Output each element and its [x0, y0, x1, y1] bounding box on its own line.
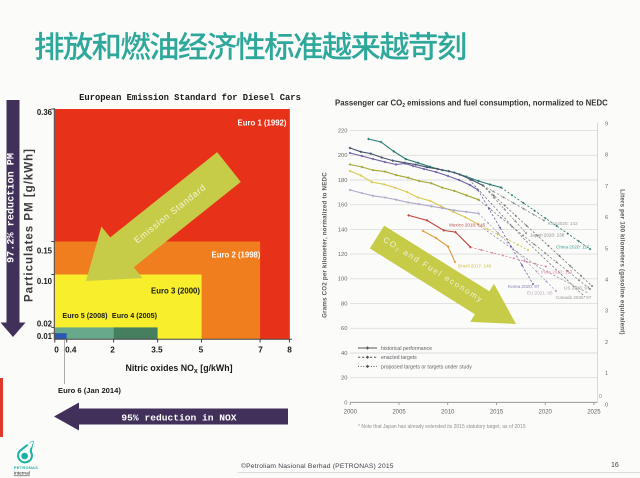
svg-text:180: 180 — [338, 178, 348, 184]
svg-text:Euro 5 (2008): Euro 5 (2008) — [62, 311, 108, 320]
svg-text:* Note that Japan has already: * Note that Japan has already extended i… — [358, 424, 526, 430]
svg-text:2: 2 — [605, 340, 608, 346]
svg-text:2: 2 — [110, 346, 115, 355]
svg-text:Euro 6 (Jan 2014): Euro 6 (Jan 2014) — [58, 386, 121, 395]
svg-text:Euro 2 (1998): Euro 2 (1998) — [212, 251, 261, 260]
svg-text:Euro 1 (1992): Euro 1 (1992) — [238, 119, 287, 128]
svg-text:Brazil 2017: 146: Brazil 2017: 146 — [458, 264, 492, 269]
svg-text:0.10: 0.10 — [37, 277, 53, 286]
svg-text:KSA2020: 142: KSA2020: 142 — [548, 221, 578, 226]
svg-text:India 2022: 113: India 2022: 113 — [541, 270, 573, 275]
svg-text:EU 2021: 95: EU 2021: 95 — [527, 290, 553, 295]
svg-text:US 2025: 97: US 2025: 97 — [564, 285, 590, 290]
svg-text:2010: 2010 — [441, 410, 455, 416]
svg-text:Korea 2020: 97: Korea 2020: 97 — [508, 284, 540, 289]
svg-text:4: 4 — [605, 278, 608, 284]
svg-text:0: 0 — [599, 394, 602, 400]
svg-text:20: 20 — [341, 376, 347, 382]
svg-text:6: 6 — [605, 215, 608, 221]
svg-text:Passenger car CO2 emissions an: Passenger car CO2 emissions and fuel con… — [335, 99, 608, 110]
svg-text:95% reduction in NOX: 95% reduction in NOX — [121, 412, 236, 423]
svg-text:120: 120 — [338, 252, 348, 258]
svg-text:Grams CO2 per kilometer, norma: Grams CO2 per kilometer, normalized to N… — [322, 172, 329, 318]
svg-text:140: 140 — [338, 227, 348, 233]
svg-text:60: 60 — [341, 326, 347, 332]
svg-text:8: 8 — [287, 346, 292, 355]
svg-text:2000: 2000 — [344, 410, 358, 416]
svg-text:0.15: 0.15 — [37, 246, 53, 255]
svg-text:8: 8 — [605, 153, 608, 159]
svg-text:PETRONAS: PETRONAS — [14, 465, 38, 470]
svg-text:China 2020: 117: China 2020: 117 — [556, 244, 590, 249]
svg-text:200: 200 — [338, 153, 348, 159]
svg-text:Nitric oxides NOx [g/kWh]: Nitric oxides NOx [g/kWh] — [125, 363, 232, 375]
svg-text:0: 0 — [54, 346, 59, 355]
svg-text:40: 40 — [341, 351, 347, 357]
svg-text:Euro 4 (2005): Euro 4 (2005) — [112, 311, 158, 320]
svg-text:3.5: 3.5 — [151, 346, 163, 355]
svg-text:0: 0 — [605, 402, 608, 408]
svg-text:2025: 2025 — [587, 410, 601, 416]
svg-text:2020: 2020 — [539, 410, 553, 416]
svg-text:1: 1 — [605, 371, 608, 377]
svg-text:Particulates PM [g/kWh]: Particulates PM [g/kWh] — [24, 148, 36, 302]
svg-text:9: 9 — [605, 122, 608, 128]
svg-text:European Emission Standard for: European Emission Standard for Diesel Ca… — [79, 93, 301, 103]
svg-text:0: 0 — [344, 400, 347, 406]
svg-text:Mexico 2016: 145: Mexico 2016: 145 — [449, 222, 486, 227]
svg-text:100: 100 — [338, 277, 348, 283]
svg-text:160: 160 — [338, 203, 348, 209]
svg-text:7: 7 — [605, 184, 608, 190]
svg-text:0.01: 0.01 — [37, 332, 53, 341]
svg-text:3: 3 — [605, 309, 608, 315]
svg-text:2005: 2005 — [392, 410, 406, 416]
svg-text:enacted targets: enacted targets — [381, 355, 417, 361]
svg-text:Japan 2020: 138: Japan 2020: 138 — [530, 233, 565, 238]
svg-text:historical performance: historical performance — [381, 346, 432, 352]
svg-text:0.36: 0.36 — [37, 108, 53, 117]
svg-text:0.02: 0.02 — [37, 319, 53, 328]
svg-text:80: 80 — [341, 302, 347, 308]
svg-text:7: 7 — [258, 346, 263, 355]
svg-text:5: 5 — [199, 346, 204, 355]
svg-text:5: 5 — [605, 246, 608, 252]
svg-text:Liters per 100 kilometers (gas: Liters per 100 kilometers (gasoline equi… — [619, 189, 626, 335]
svg-text:Euro 3 (2000): Euro 3 (2000) — [151, 287, 200, 296]
svg-text:Internal: Internal — [14, 471, 30, 477]
svg-text:Canada 2025: 97: Canada 2025: 97 — [556, 295, 592, 300]
svg-text:proposed targets or targets un: proposed targets or targets under study — [381, 364, 472, 370]
svg-text:97.2% reduction PM: 97.2% reduction PM — [5, 153, 17, 263]
svg-text:2015: 2015 — [490, 410, 504, 416]
svg-text:0.4: 0.4 — [65, 346, 77, 355]
svg-text:220: 220 — [338, 129, 348, 135]
